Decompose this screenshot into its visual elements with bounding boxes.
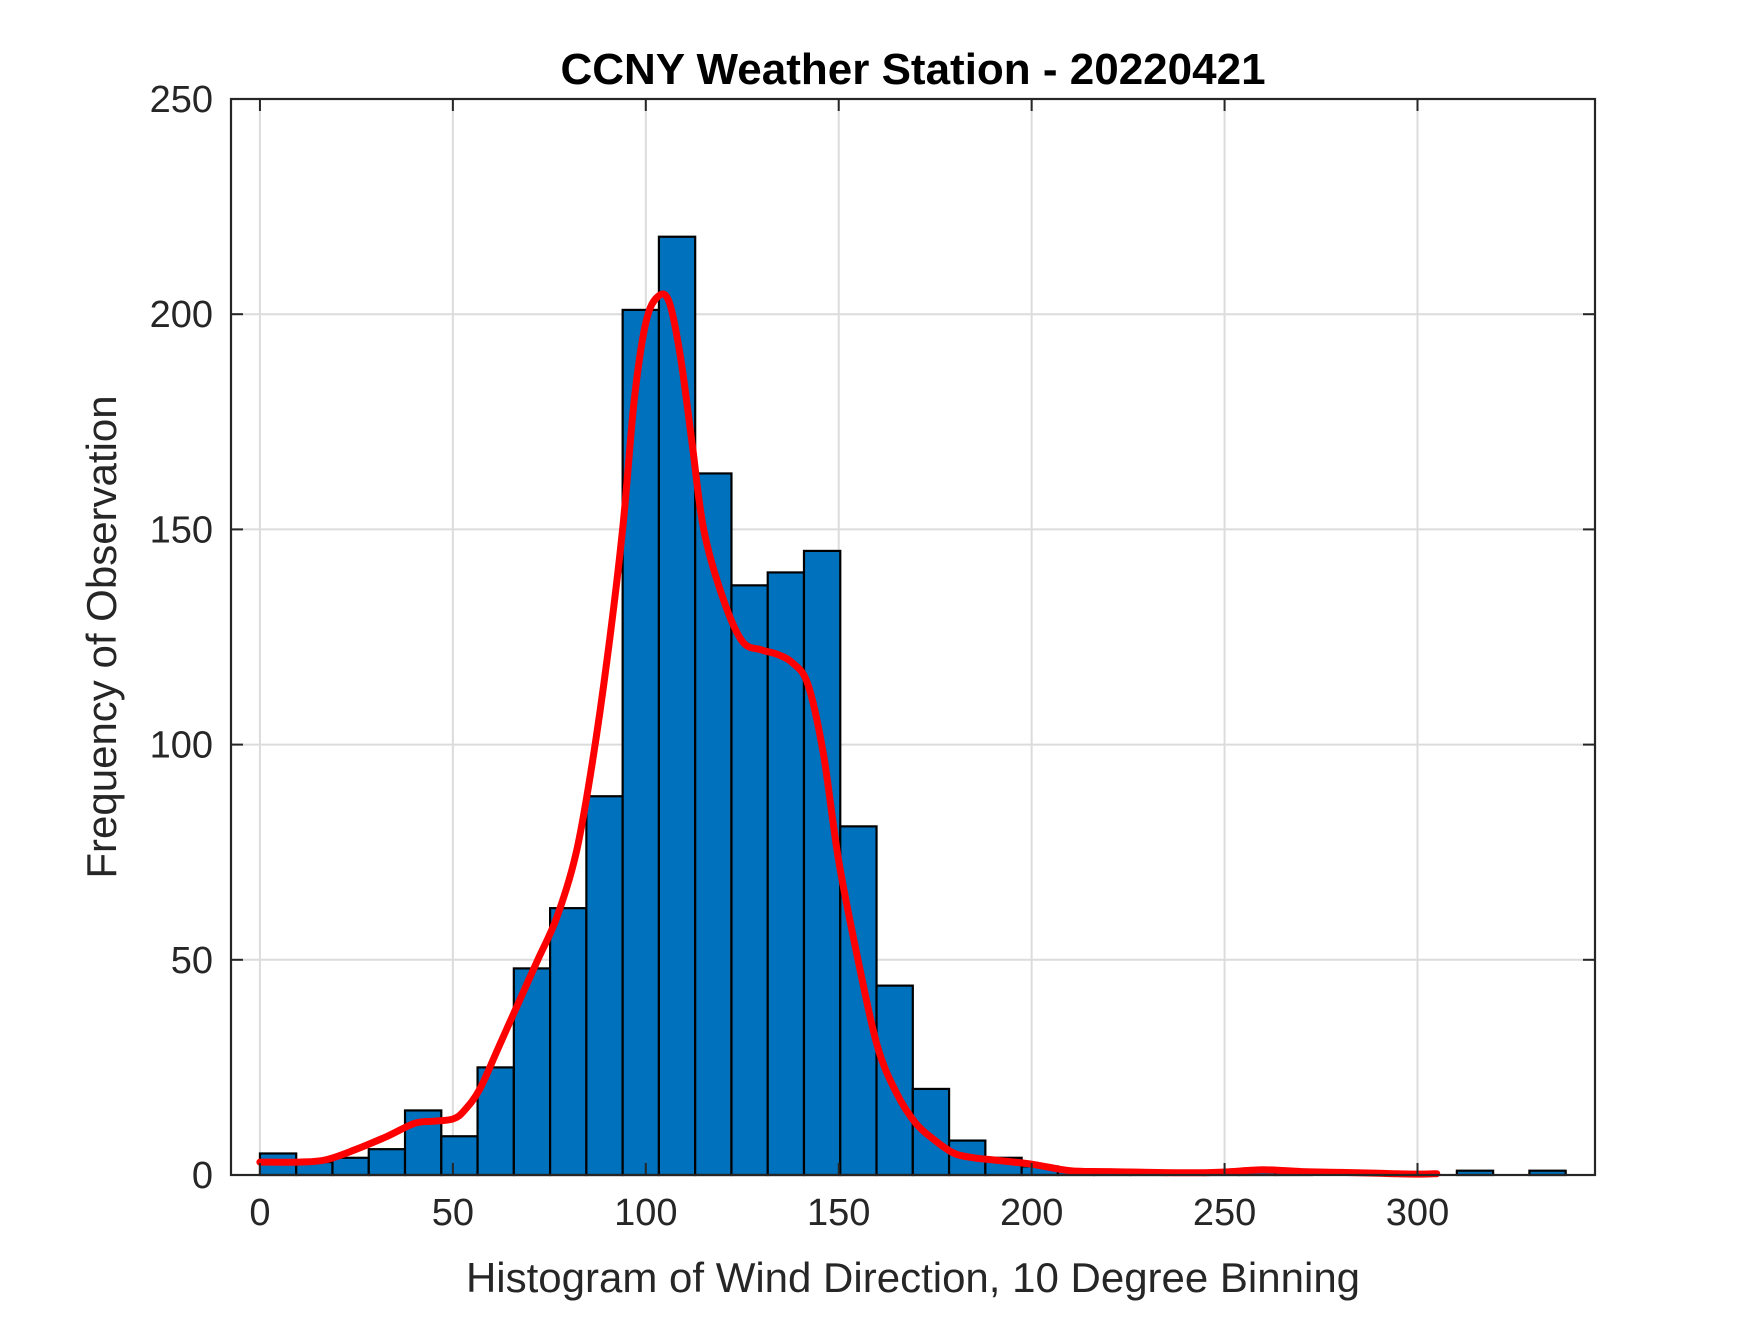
histogram-bar [875, 984, 914, 1177]
x-axis-title: Histogram of Wind Direction, 10 Degree B… [466, 1254, 1360, 1301]
y-tick-label: 200 [150, 294, 213, 336]
y-tick-label: 50 [171, 940, 213, 982]
y-tick-label: 150 [150, 509, 213, 551]
y-tick-labels: 0 50 100 150 200 250 [150, 79, 213, 1197]
trend-line-layer [256, 290, 1441, 1178]
x-tick-label: 200 [1000, 1192, 1063, 1234]
histogram-bar [730, 584, 769, 1177]
axes-box [229, 97, 1597, 1177]
x-tick-label: 50 [432, 1192, 474, 1234]
y-tick-label: 250 [150, 79, 213, 121]
histogram-bar [440, 1135, 479, 1177]
x-tick-labels: 0 50 100 150 200 250 300 [249, 1192, 1449, 1234]
x-tick-label: 100 [614, 1192, 677, 1234]
histogram-bar [839, 825, 878, 1177]
histogram-bar [802, 549, 842, 1177]
histogram-bar [367, 1148, 407, 1177]
y-axis-title: Frequency of Observation [78, 395, 125, 878]
histogram-bar [549, 907, 588, 1177]
histogram-bar [585, 795, 624, 1177]
y-tick-label: 100 [150, 725, 213, 767]
chart-title: CCNY Weather Station - 20220421 [560, 45, 1265, 94]
x-tick-label: 0 [249, 1192, 270, 1234]
axis-ticks [231, 98, 1595, 1176]
x-tick-label: 250 [1193, 1192, 1256, 1234]
histogram-bar [331, 1156, 370, 1177]
x-tick-label: 150 [807, 1192, 870, 1234]
trend-line [256, 290, 1441, 1178]
y-tick-label: 0 [192, 1155, 213, 1197]
histogram-bar [766, 571, 806, 1177]
histogram-bar [911, 1087, 951, 1177]
histogram-bar [657, 235, 697, 1177]
x-tick-label: 300 [1386, 1192, 1449, 1234]
